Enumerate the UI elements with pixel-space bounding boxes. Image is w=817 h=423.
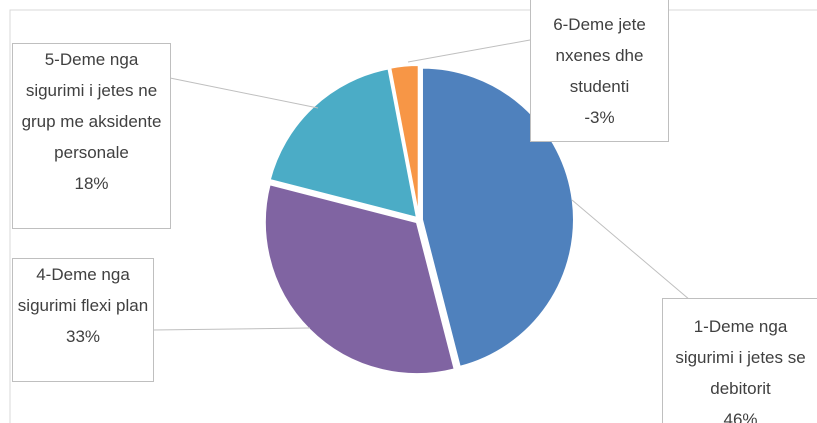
leader-line (152, 327, 311, 331)
data-label: 5-Deme nga sigurimi i jetes ne grup me a… (12, 43, 171, 229)
leader-line (571, 199, 730, 301)
data-label: 1-Deme nga sigurimi i jetes se debitorit… (662, 298, 817, 423)
data-label: 6-Deme jete nxenes dhe studenti -3% (530, 0, 669, 142)
leader-line (407, 39, 531, 63)
slices (263, 64, 575, 376)
chart-frame (9, 9, 817, 423)
value-label: 18% (74, 174, 109, 193)
value-label: 33% (65, 327, 101, 346)
category-label: 4-Deme nga sigurimi flexi plan (17, 265, 149, 315)
category-label: 1-Deme nga sigurimi i jetes se debitorit (675, 317, 806, 398)
leader-line (169, 77, 319, 109)
value-label: 46% (723, 410, 758, 423)
pie-slice (389, 64, 420, 218)
category-label: 6-Deme jete nxenes dhe studenti (553, 15, 646, 96)
category-label: 5-Deme nga sigurimi i jetes ne grup me a… (21, 50, 162, 162)
pie-slice (263, 183, 456, 376)
value-label: -3% (584, 108, 615, 127)
data-label: 4-Deme nga sigurimi flexi plan 33% (12, 258, 154, 382)
